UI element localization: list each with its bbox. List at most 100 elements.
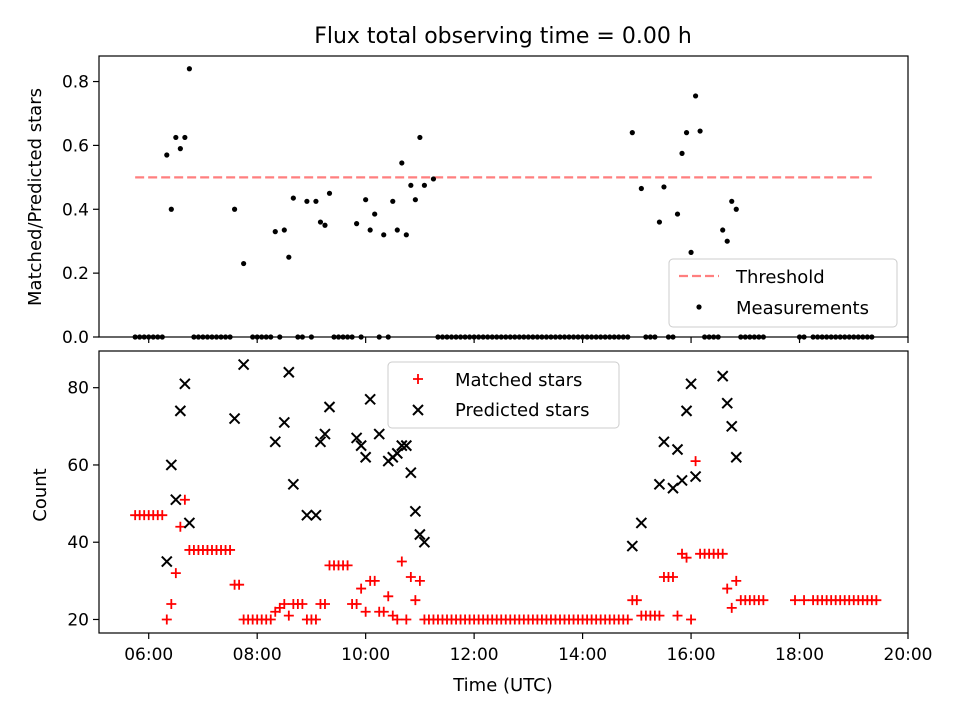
measurement-point [290, 195, 296, 201]
predicted-star-point [350, 432, 363, 444]
measurement-point [399, 160, 405, 166]
matched-star-point [686, 614, 697, 625]
predicted-star-point [671, 443, 684, 456]
matched-star-point [414, 575, 425, 586]
matched-star-point [726, 602, 737, 613]
matched-star-point [622, 614, 633, 625]
matched-star-point [351, 599, 362, 610]
matched-star-point [654, 610, 665, 621]
measurement-point [304, 198, 310, 204]
x-axis-label: Time (UTC) [452, 675, 553, 696]
bottom-legend-box [387, 361, 620, 429]
predicted-star-point [635, 517, 648, 529]
measurement-point [679, 150, 685, 156]
bottom-plot: 20 40 60 80 06:00 08:00 10:00 12:00 14:00 16:00 18… [67, 350, 933, 665]
bottom-y-tick-label: 80 [67, 379, 89, 399]
matched-star-point [681, 552, 692, 563]
predicted-star-point [418, 536, 431, 548]
top-frame [98, 55, 909, 338]
predicted-star-point [237, 358, 250, 371]
matched-star-point [283, 610, 294, 621]
matched-star-point [405, 571, 416, 582]
measurement-point [322, 222, 328, 228]
top-y-tick-label: 0.8 [62, 73, 89, 93]
measurement-point [692, 93, 699, 99]
measurement-point [381, 232, 387, 238]
matched-star-point [383, 591, 394, 602]
measurement-point [168, 206, 174, 212]
measurement-point [729, 198, 735, 204]
measurement-point [720, 227, 726, 233]
measurement-point [326, 190, 333, 196]
measurement-point [697, 128, 703, 134]
bottom-x-tick-label: 18:00 [775, 645, 824, 665]
measurement-point [186, 66, 192, 72]
measurement-point [421, 182, 428, 188]
predicted-star-point [676, 474, 688, 487]
predicted-star-point [179, 378, 191, 390]
measurement-point [683, 130, 690, 136]
matched-star-point [690, 456, 701, 467]
matched-star-point [717, 548, 728, 559]
predicted-star-point [183, 517, 196, 529]
bottom-y-tick-label: 40 [67, 533, 89, 553]
measurement-point [272, 229, 278, 235]
matched-star-point [758, 595, 769, 606]
matched-star-point [378, 606, 389, 617]
matched-star-point [396, 556, 407, 567]
bottom-y-axis-label: Count [30, 468, 51, 521]
predicted-star-point [165, 459, 178, 471]
predicted-star-point [396, 439, 408, 452]
matched-star-point [342, 560, 353, 571]
matched-star-point [392, 614, 403, 625]
measurement-point [403, 232, 409, 238]
predicted-star-point [685, 378, 697, 390]
measurement-point [317, 219, 324, 225]
measurement-point [417, 134, 423, 141]
measurement-point [313, 198, 319, 204]
predicted-star-point [359, 451, 372, 463]
legend-threshold-label: Threshold [735, 267, 825, 288]
predicted-star-point [726, 420, 738, 433]
top-y-tick-label: 0.4 [62, 200, 89, 220]
matched-star-point [297, 599, 308, 610]
predicted-star-point [323, 401, 336, 413]
measurement-point [638, 185, 644, 192]
predicted-star-point [680, 405, 693, 417]
predicted-star-point [409, 505, 422, 518]
bottom-x-tick-label: 10:00 [341, 645, 390, 665]
predicted-star-point [278, 416, 291, 429]
matched-star-point [369, 575, 380, 586]
predicted-star-point [301, 509, 313, 521]
matched-star-point [179, 494, 190, 505]
predicted-star-point [364, 393, 376, 405]
measurement-point [372, 211, 378, 217]
matched-star-point [310, 614, 321, 625]
predicted-star-point [400, 439, 413, 452]
predicted-star-point [314, 436, 327, 448]
predicted-star-point [287, 478, 300, 490]
matched-star-point [166, 599, 177, 610]
top-y-tick-label: 0.6 [62, 136, 89, 156]
matched-star-point [631, 595, 642, 606]
measurement-point [629, 130, 635, 136]
matched-star-point [279, 599, 290, 610]
bottom-y-tick-label: 20 [67, 610, 89, 630]
legend-matched-swatch [413, 374, 423, 384]
measurement-point [354, 221, 360, 227]
predicted-star-point [721, 397, 733, 409]
predicted-star-point [716, 370, 729, 382]
predicted-star-point [730, 451, 742, 463]
matched-star-point [731, 575, 742, 586]
measurement-point [394, 227, 400, 233]
predicted-star-point [310, 509, 322, 521]
predicted-star-point [405, 466, 417, 479]
bottom-legend: Matched stars Predicted stars [387, 361, 620, 429]
measurement-point [688, 249, 694, 255]
predicted-star-point [667, 482, 679, 494]
legend-predicted-swatch [412, 404, 424, 416]
matched-star-point [667, 571, 678, 582]
measurement-point [661, 184, 667, 190]
